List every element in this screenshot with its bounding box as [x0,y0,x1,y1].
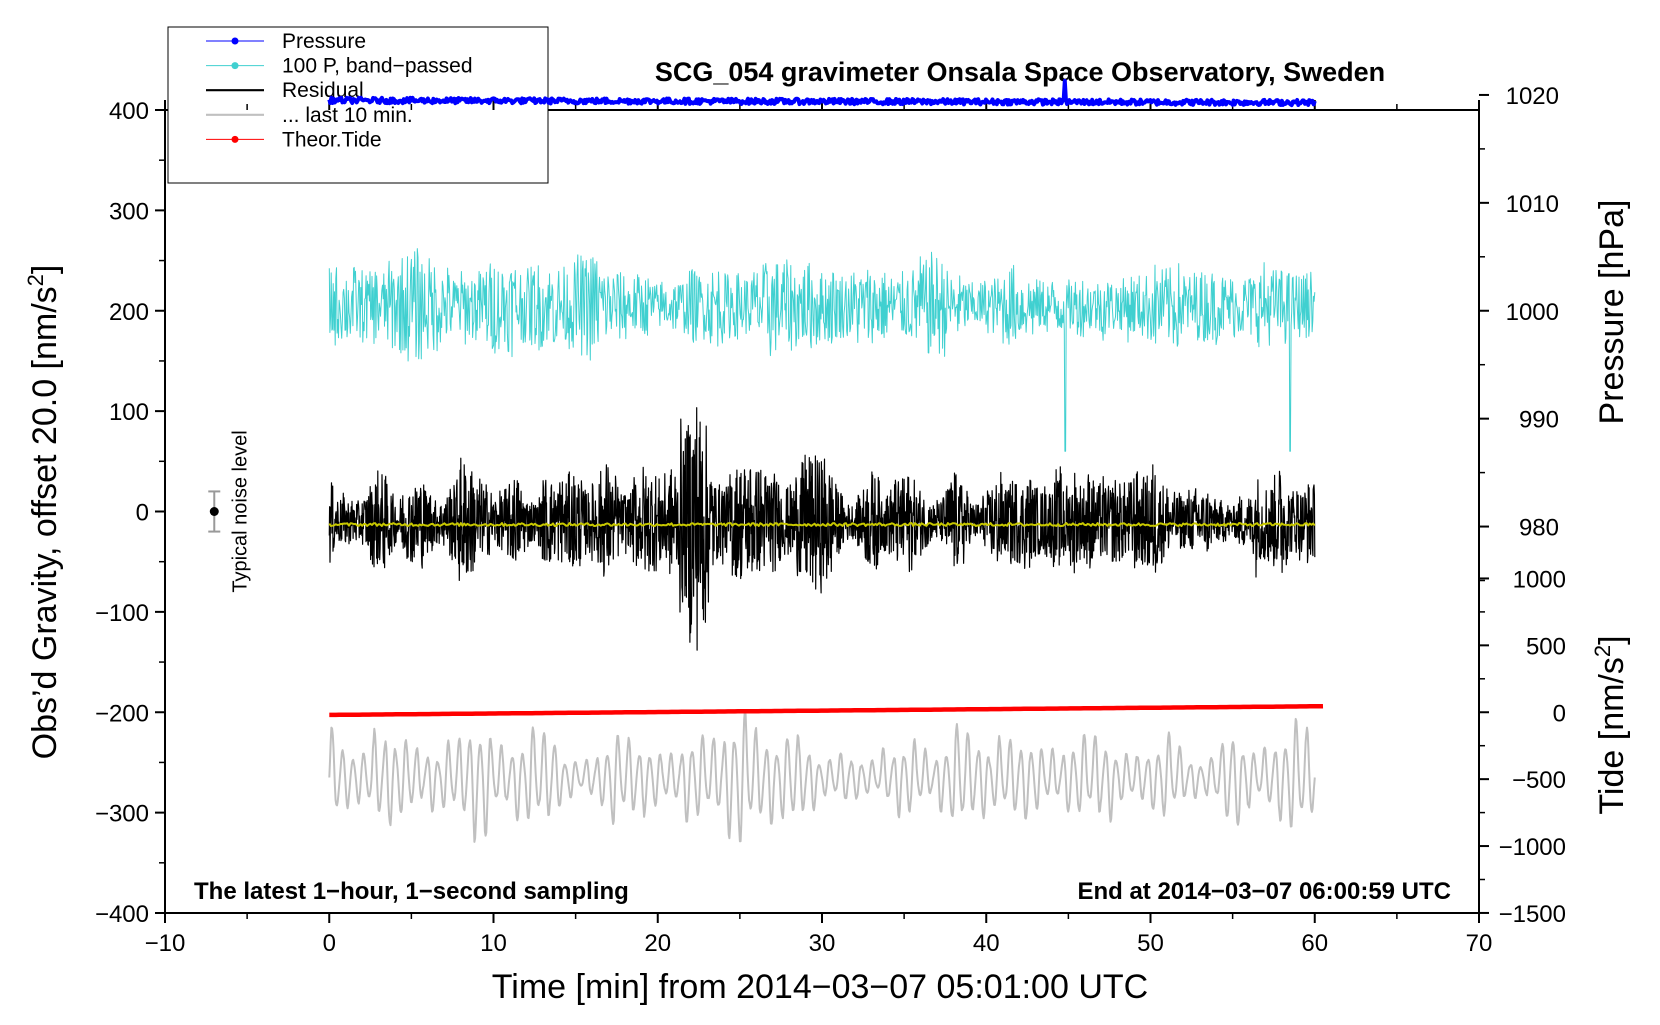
pressure-tick-label: 1030 [1506,0,1559,2]
series-residual-line [328,407,1316,651]
x-tick-label: −10 [145,930,186,957]
pressure-tick-label: 980 [1519,515,1559,542]
y-tick-label-left: 200 [109,299,149,326]
pressure-tick-label: 990 [1519,407,1559,434]
legend-box [167,26,549,184]
legend-label-2: 100 P, band−passed [282,55,473,78]
series-pressure-line [327,78,1317,108]
pressure-tick-label: 1020 [1506,83,1559,110]
noise-level-label: Typical noise level [229,430,251,592]
series-last-10-min-line [328,709,1316,843]
series-mean-residual-line [328,522,1316,527]
legend-label-1: Pressure [282,30,366,53]
legend-marker-5 [231,135,239,143]
tide-tick-label: −1500 [1499,901,1566,928]
y-axis-label-left: Obs’d Gravity, offset 20.0 [nm/s2] [23,265,64,760]
x-tick-label: 50 [1137,930,1164,957]
x-axis-label: Time [min] from 2014−03−07 05:01:00 UTC [492,968,1148,1006]
x-tick-label: 70 [1466,930,1493,957]
y-tick-label-left: −100 [95,600,149,627]
tide-tick-label: 0 [1553,700,1566,727]
x-tick-label: 40 [973,930,1000,957]
y-tick-label-left: −200 [95,700,149,727]
y-axis-label-pressure: Pressure [hPa] [1593,200,1631,425]
x-tick-label: 30 [809,930,836,957]
noise-level-marker [209,507,219,516]
y-axis-label-tide: Tide [nm/s2] [1590,635,1631,814]
pressure-tick-label: 1010 [1506,191,1559,218]
legend-label-3: Residual [282,79,364,102]
tide-tick-label: −1000 [1499,834,1566,861]
annotation-sampling: The latest 1−hour, 1−second sampling [194,878,629,905]
chart-title: SCG_054 gravimeter Onsala Space Observat… [655,57,1385,87]
tide-tick-label: 1000 [1513,566,1566,593]
y-tick-label-left: 0 [136,500,149,527]
legend-label-4: ... last 10 min. [282,104,413,127]
y-tick-label-left: −400 [95,901,149,928]
y-tick-label-left: 300 [109,198,149,225]
y-tick-label-left: −300 [95,801,149,828]
legend-marker-2 [231,62,239,70]
annotation-end-time: End at 2014−03−07 06:00:59 UTC [1077,878,1451,905]
x-tick-label: 20 [644,930,671,957]
x-tick-label: 0 [323,930,336,957]
y-tick-label-left: 100 [109,399,149,426]
series-theor-tide-line [329,703,1324,718]
legend-marker-1 [231,37,239,45]
x-tick-label: 10 [480,930,507,957]
legend-label-5: Theor.Tide [282,128,382,151]
pressure-tick-label: 1000 [1506,299,1559,326]
y-tick-label-left: 400 [109,98,149,125]
tide-tick-label: −500 [1512,767,1566,794]
series-bandpassed-pressure-line [328,248,1316,452]
tide-tick-label: 500 [1526,633,1566,660]
x-tick-label: 60 [1301,930,1328,957]
